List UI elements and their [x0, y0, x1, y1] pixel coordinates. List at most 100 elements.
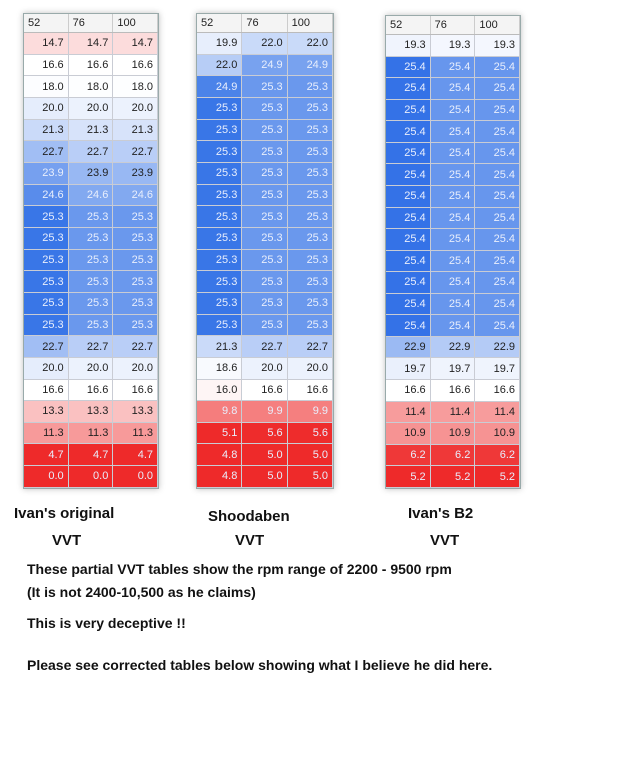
table-cell[interactable]: 25.3	[197, 119, 243, 142]
table-cell[interactable]: 25.4	[386, 99, 431, 122]
table-cell[interactable]: 13.3	[113, 401, 159, 423]
table-cell[interactable]: 6.2	[475, 444, 521, 467]
table-cell[interactable]: 25.4	[475, 56, 521, 79]
table-cell[interactable]: 16.6	[24, 379, 69, 402]
table-cell[interactable]: 24.6	[24, 184, 69, 207]
table-cell[interactable]: 16.6	[68, 54, 114, 77]
table-cell[interactable]: 25.3	[242, 292, 288, 315]
table-cell[interactable]: 25.4	[475, 121, 521, 143]
table-cell[interactable]: 25.3	[197, 141, 243, 163]
table-cell[interactable]: 6.2	[386, 444, 431, 467]
table-cell[interactable]: 24.9	[242, 54, 288, 77]
table-cell[interactable]: 25.4	[386, 142, 431, 165]
table-cell[interactable]: 24.9	[287, 54, 333, 77]
table-cell[interactable]: 16.6	[430, 380, 476, 402]
table-cell[interactable]: 25.3	[68, 206, 114, 228]
table-cell[interactable]: 18.0	[68, 76, 114, 98]
table-cell[interactable]: 14.7	[68, 33, 114, 55]
table-cell[interactable]: 19.3	[430, 35, 476, 57]
table-cell[interactable]: 25.3	[24, 271, 69, 293]
table-cell[interactable]: 25.4	[475, 293, 521, 316]
table-cell[interactable]: 25.4	[475, 142, 521, 165]
table-cell[interactable]: 20.0	[242, 357, 288, 380]
table-cell[interactable]: 25.3	[287, 227, 333, 250]
table-cell[interactable]: 18.0	[24, 76, 69, 98]
table-cell[interactable]: 25.4	[475, 185, 521, 208]
table-cell[interactable]: 16.6	[68, 379, 114, 402]
table-cell[interactable]: 25.4	[386, 229, 431, 251]
table-cell[interactable]: 25.3	[113, 314, 159, 337]
table-cell[interactable]: 25.4	[475, 229, 521, 251]
table-cell[interactable]: 22.7	[24, 141, 69, 163]
table-cell[interactable]: 4.7	[24, 444, 69, 467]
table-cell[interactable]: 4.7	[113, 444, 159, 467]
table-cell[interactable]: 25.3	[287, 97, 333, 120]
table-cell[interactable]: 25.3	[68, 314, 114, 337]
table-cell[interactable]: 25.3	[24, 227, 69, 250]
table-cell[interactable]: 5.0	[287, 466, 333, 488]
table-cell[interactable]: 16.6	[24, 54, 69, 77]
table-cell[interactable]: 10.9	[386, 423, 431, 445]
table-cell[interactable]: 25.3	[68, 271, 114, 293]
table-cell[interactable]: 10.9	[475, 423, 521, 445]
table-cell[interactable]: 25.3	[197, 184, 243, 207]
table-cell[interactable]: 25.3	[113, 249, 159, 272]
table-cell[interactable]: 11.3	[68, 422, 114, 445]
table-cell[interactable]: 16.6	[287, 379, 333, 402]
table-cell[interactable]: 25.3	[24, 314, 69, 337]
table-cell[interactable]: 25.3	[24, 206, 69, 228]
table-cell[interactable]: 25.3	[24, 292, 69, 315]
table-cell[interactable]: 9.8	[197, 401, 243, 423]
table-cell[interactable]: 25.4	[475, 315, 521, 337]
table-cell[interactable]: 25.3	[197, 292, 243, 315]
table-cell[interactable]: 14.7	[113, 33, 159, 55]
table-cell[interactable]: 5.0	[242, 444, 288, 467]
table-cell[interactable]: 25.3	[287, 141, 333, 163]
table-cell[interactable]: 25.3	[242, 314, 288, 337]
table-cell[interactable]: 25.4	[430, 272, 476, 294]
table-cell[interactable]: 25.4	[475, 78, 521, 100]
table-cell[interactable]: 25.3	[287, 162, 333, 185]
table-cell[interactable]: 22.7	[287, 336, 333, 358]
table-cell[interactable]: 25.4	[386, 164, 431, 186]
table-cell[interactable]: 4.8	[197, 466, 243, 488]
table-cell[interactable]: 19.7	[386, 358, 431, 380]
table-cell[interactable]: 25.3	[287, 292, 333, 315]
table-cell[interactable]: 16.0	[197, 379, 243, 402]
table-cell[interactable]: 25.3	[197, 314, 243, 337]
table-cell[interactable]: 21.3	[197, 336, 243, 358]
table-cell[interactable]: 25.3	[113, 292, 159, 315]
table-cell[interactable]: 25.3	[68, 249, 114, 272]
table-cell[interactable]: 22.7	[68, 336, 114, 358]
table-cell[interactable]: 25.3	[242, 206, 288, 228]
table-cell[interactable]: 4.8	[197, 444, 243, 467]
table-cell[interactable]: 20.0	[113, 97, 159, 120]
table-cell[interactable]: 25.3	[242, 76, 288, 98]
table-cell[interactable]: 25.4	[475, 164, 521, 186]
table-cell[interactable]: 11.4	[475, 401, 521, 424]
table-cell[interactable]: 22.9	[430, 336, 476, 359]
table-cell[interactable]: 16.6	[386, 380, 431, 402]
table-cell[interactable]: 24.9	[197, 76, 243, 98]
table-cell[interactable]: 25.4	[386, 78, 431, 100]
table-cell[interactable]: 19.7	[475, 358, 521, 380]
table-cell[interactable]: 25.3	[242, 271, 288, 293]
table-cell[interactable]: 25.3	[287, 76, 333, 98]
table-cell[interactable]: 20.0	[287, 357, 333, 380]
table-cell[interactable]: 25.3	[113, 206, 159, 228]
table-cell[interactable]: 25.3	[242, 97, 288, 120]
table-cell[interactable]: 25.3	[68, 227, 114, 250]
table-cell[interactable]: 25.4	[430, 142, 476, 165]
table-cell[interactable]: 25.4	[430, 207, 476, 230]
table-cell[interactable]: 22.0	[287, 33, 333, 55]
table-cell[interactable]: 10.9	[430, 423, 476, 445]
table-cell[interactable]: 5.2	[386, 466, 431, 488]
table-cell[interactable]: 25.3	[197, 97, 243, 120]
table-cell[interactable]: 16.6	[475, 380, 521, 402]
table-cell[interactable]: 25.4	[386, 315, 431, 337]
table-cell[interactable]: 25.3	[287, 249, 333, 272]
table-cell[interactable]: 25.3	[287, 206, 333, 228]
table-cell[interactable]: 23.9	[113, 162, 159, 185]
table-cell[interactable]: 22.7	[68, 141, 114, 163]
table-cell[interactable]: 25.4	[430, 293, 476, 316]
